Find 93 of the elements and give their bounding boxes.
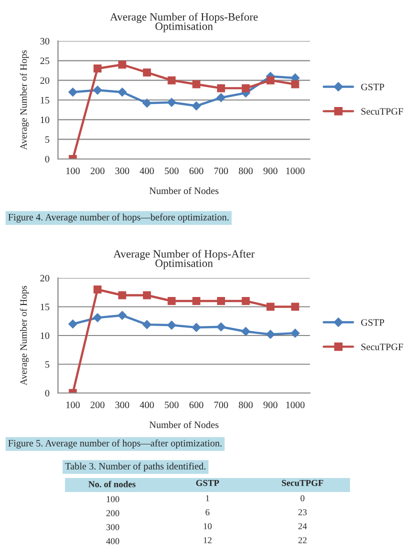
x-tick-label: 400 <box>140 168 154 174</box>
point <box>68 88 78 97</box>
y-tick-label: 20 <box>40 77 50 84</box>
legend-label: SecuTPGF <box>361 344 404 350</box>
y-tick-label: 15 <box>40 96 50 104</box>
point <box>192 80 200 88</box>
point <box>216 322 226 332</box>
x-tick-label: 1000 <box>286 402 305 408</box>
point <box>93 86 102 95</box>
point <box>167 98 176 107</box>
point <box>94 64 102 73</box>
y-tick-label: 5 <box>45 136 50 143</box>
point <box>192 297 200 305</box>
x-tick-label: 200 <box>90 168 104 174</box>
x-tick-label: 300 <box>115 168 130 174</box>
point <box>168 297 176 305</box>
x-tick-label: 600 <box>189 168 204 174</box>
chart-title: Average Number of Hops-Before Optimisation <box>110 12 258 32</box>
y-tick-label: 25 <box>40 58 50 64</box>
y-tick-label: 300 <box>106 524 120 530</box>
caption: Figure 5. Average number of hops—after optimization. <box>8 440 222 448</box>
x-tick-label: 700 <box>214 168 228 174</box>
point <box>94 286 102 294</box>
y-tick-label: 10 <box>40 116 50 124</box>
point <box>242 84 250 92</box>
y-axis-title: Average Number of Hops <box>20 50 29 150</box>
point <box>118 310 127 320</box>
y-axis-title: No. of nodes <box>88 480 136 488</box>
y-tick-label: 0 <box>45 156 50 162</box>
data-label: 12 <box>204 537 212 544</box>
point <box>216 93 226 102</box>
point <box>192 323 201 332</box>
point <box>68 320 78 328</box>
x-tick-label: 200 <box>90 402 104 408</box>
legend-label: GSTP <box>361 319 384 326</box>
data-label: 23 <box>298 509 307 516</box>
point <box>118 60 126 69</box>
x-tick-label: 100 <box>66 402 80 408</box>
point <box>266 76 274 84</box>
data-label: 6 <box>206 509 210 516</box>
x-tick-label: 900 <box>263 168 278 174</box>
point <box>142 98 152 108</box>
x-tick-label: 800 <box>238 168 253 174</box>
point <box>118 88 127 97</box>
legend-label: GSTP <box>361 84 384 90</box>
data-label: 1 <box>206 495 210 502</box>
point <box>93 313 102 322</box>
x-tick-label: 600 <box>189 402 204 408</box>
x-tick-label: 1000 <box>286 168 305 174</box>
x-tick-label: 400 <box>140 402 154 408</box>
y-tick-label: 15 <box>40 304 50 310</box>
x-tick-label: 500 <box>164 168 179 174</box>
y-tick-label: 5 <box>45 361 50 368</box>
y-tick-label: 10 <box>40 332 50 339</box>
x-tick-label: 700 <box>214 402 228 408</box>
point <box>192 101 201 110</box>
y-tick-label: 100 <box>106 496 120 502</box>
chart-title: Table 3. Number of paths identified. <box>65 462 206 472</box>
point <box>142 291 151 300</box>
chart-title: Average Number of Hops-After Optimisation <box>113 250 255 270</box>
x-tick-label: 800 <box>238 402 253 408</box>
caption: Figure 4. Average number of hops—before optimization. <box>8 214 229 222</box>
point <box>266 330 275 339</box>
point <box>217 84 226 92</box>
data-label: 22 <box>298 537 307 544</box>
x-tick-label: 100 <box>66 168 80 174</box>
data-label: 0 <box>300 495 304 502</box>
point <box>118 291 126 300</box>
point <box>242 297 250 305</box>
y-tick-label: 400 <box>106 538 120 544</box>
y-axis-title: Average Number of Hops <box>20 286 29 386</box>
x-tick-label: 900 <box>263 402 278 408</box>
x-axis-title: Number of Nodes <box>149 421 218 428</box>
point <box>168 76 176 84</box>
x-axis-title: Number of Nodes <box>149 187 218 194</box>
point <box>290 328 300 338</box>
y-tick-label: 0 <box>45 390 50 396</box>
point <box>266 302 274 311</box>
data-label: 24 <box>298 523 307 530</box>
x-tick-label: 300 <box>115 402 130 408</box>
y-tick-label: 20 <box>40 274 50 282</box>
point <box>217 297 226 305</box>
y-tick-label: 30 <box>40 38 50 44</box>
y-tick-label: 200 <box>106 510 120 516</box>
point <box>291 80 300 88</box>
point <box>291 302 300 311</box>
data-label: 10 <box>204 523 212 530</box>
x-tick-label: 500 <box>164 402 179 408</box>
legend-label: SecuTPGF <box>361 108 404 115</box>
point <box>142 320 152 330</box>
point <box>142 68 151 76</box>
point <box>167 320 176 330</box>
point <box>241 327 250 336</box>
